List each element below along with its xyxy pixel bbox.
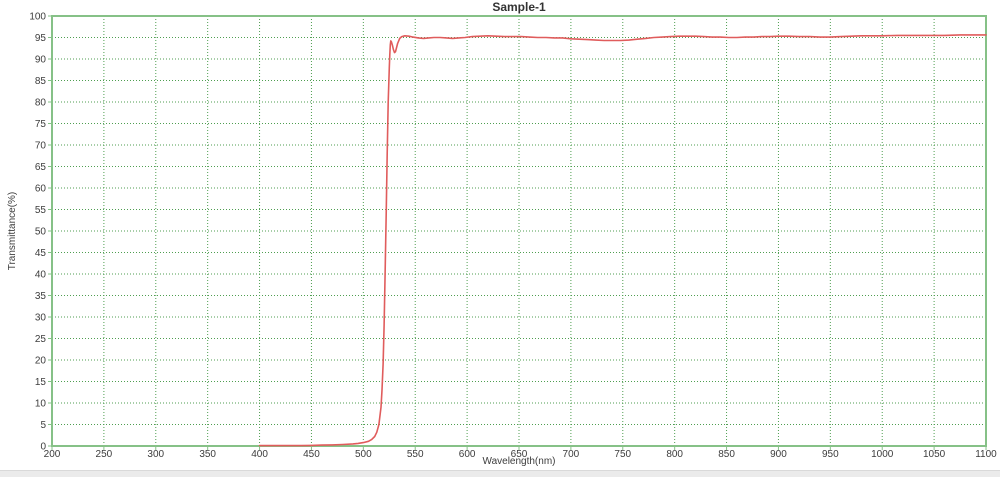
x-tick-label: 1050 <box>923 449 946 460</box>
y-tick-label: 35 <box>35 291 47 302</box>
x-tick-label: 900 <box>770 449 787 460</box>
x-tick-label: 1000 <box>871 449 894 460</box>
y-tick-label: 90 <box>35 55 47 66</box>
y-tick-label: 80 <box>35 98 47 109</box>
x-tick-label: 550 <box>407 449 424 460</box>
x-tick-label: 450 <box>303 449 320 460</box>
y-tick-label: 45 <box>35 248 47 259</box>
window-bottom-strip <box>0 470 1000 477</box>
x-tick-label: 950 <box>822 449 839 460</box>
x-tick-label: 350 <box>199 449 216 460</box>
y-tick-label: 55 <box>35 205 47 216</box>
x-tick-label: 400 <box>251 449 268 460</box>
y-tick-label: 85 <box>35 76 47 87</box>
x-tick-label: 650 <box>511 449 528 460</box>
x-tick-label: 500 <box>355 449 372 460</box>
plot-border <box>51 15 987 447</box>
x-tick-label: 250 <box>96 449 113 460</box>
y-tick-label: 20 <box>35 356 47 367</box>
x-tick-label: 800 <box>666 449 683 460</box>
y-tick-label: 10 <box>35 399 47 410</box>
x-axis-title: Wavelength(nm) <box>482 456 556 467</box>
y-tick-label: 0 <box>40 442 46 453</box>
x-tick-label: 850 <box>718 449 735 460</box>
y-tick-label: 100 <box>29 12 46 23</box>
y-tick-label: 40 <box>35 270 47 281</box>
y-tick-label: 60 <box>35 184 47 195</box>
y-tick-label: 30 <box>35 313 47 324</box>
y-tick-label: 65 <box>35 162 47 173</box>
x-tick-label: 700 <box>563 449 580 460</box>
y-tick-label: 95 <box>35 33 47 44</box>
y-tick-label: 75 <box>35 119 47 130</box>
x-tick-label: 300 <box>147 449 164 460</box>
x-tick-label: 600 <box>459 449 476 460</box>
chart-title: Sample-1 <box>492 0 546 14</box>
transmittance-curve <box>258 34 987 447</box>
x-tick-label: 1100 <box>975 449 997 460</box>
x-tick-label: 200 <box>44 449 61 460</box>
y-tick-label: 25 <box>35 334 47 345</box>
y-tick-label: 50 <box>35 227 47 238</box>
x-tick-label: 750 <box>614 449 631 460</box>
y-tick-label: 15 <box>35 377 47 388</box>
y-tick-label: 5 <box>40 420 46 431</box>
y-tick-label: 70 <box>35 141 47 152</box>
